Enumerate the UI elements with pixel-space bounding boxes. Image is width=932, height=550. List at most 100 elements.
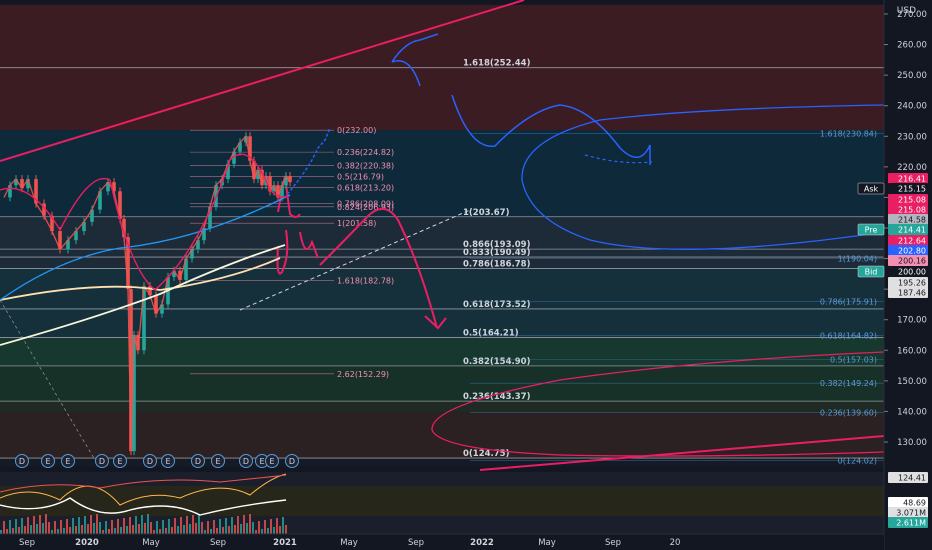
- earnings-marker[interactable]: D: [285, 454, 299, 468]
- right-fib-label: 0.618(164.82): [820, 332, 877, 341]
- indicator-badge-label: 124.41: [898, 474, 926, 483]
- price-line: [3, 134, 291, 452]
- marker-letter: D: [289, 457, 295, 466]
- volume-bar: [99, 522, 101, 534]
- inner-fib-label: 1.618(182.78): [337, 277, 394, 286]
- marker-circle: [211, 454, 225, 468]
- volume-bar: [3, 521, 5, 534]
- volume-bar: [201, 522, 203, 534]
- price-badge-label: 195.26: [898, 279, 926, 288]
- volume-bar: [138, 524, 140, 534]
- earnings-marker[interactable]: E: [41, 454, 55, 468]
- volume-bar: [21, 518, 23, 534]
- candle-body: [226, 163, 230, 180]
- indicator-badge-label: 3.071M: [896, 509, 926, 518]
- volume-bar: [204, 530, 206, 534]
- blue-forecast-curve: [451, 94, 651, 165]
- volume-bar: [192, 515, 194, 534]
- time-axis[interactable]: Sep 2020 May Sep 2021 May Sep 2022 May Sep 20: [0, 533, 884, 550]
- candle-body: [276, 185, 280, 198]
- indicator-badge: [888, 497, 928, 508]
- fib-level-label: 0.833(190.49): [463, 248, 531, 258]
- marker-letter: D: [195, 457, 201, 466]
- volume-bar: [240, 524, 242, 534]
- marker-circle: [143, 454, 157, 468]
- volume-bar: [198, 514, 200, 534]
- volume-bar: [102, 530, 104, 534]
- time-tick-label: May: [538, 538, 556, 548]
- time-tick-label: Sep: [408, 538, 424, 548]
- marker-circle: [265, 454, 279, 468]
- volume-bar: [249, 514, 251, 534]
- marker-circle: [61, 454, 75, 468]
- candle-body: [284, 176, 288, 186]
- marker-letter: D: [243, 457, 249, 466]
- price-tick-label: 220.00: [897, 163, 927, 173]
- time-tick-label: May: [340, 538, 358, 548]
- earnings-marker[interactable]: E: [61, 454, 75, 468]
- fib-level-label: 0.382(154.90): [463, 357, 531, 367]
- earnings-marker[interactable]: D: [239, 454, 253, 468]
- volume-bar: [234, 525, 236, 534]
- indicator-badge-label: 48.69: [903, 499, 926, 508]
- candle-body: [232, 151, 236, 164]
- price-badge-tag: [857, 182, 885, 195]
- marker-letter: D: [99, 457, 105, 466]
- marker-circle: [239, 454, 253, 468]
- volume-bar: [180, 517, 182, 534]
- volume-bar: [225, 518, 227, 534]
- volume-bar: [135, 516, 137, 534]
- volume-bar: [66, 519, 68, 534]
- volume-bar: [270, 519, 272, 534]
- earnings-marker[interactable]: D: [143, 454, 157, 468]
- earnings-marker[interactable]: D: [191, 454, 205, 468]
- indicator-pane: [0, 472, 884, 534]
- indicator-badge: [888, 517, 928, 528]
- price-badge-label: 200.00: [898, 268, 926, 277]
- lower-trendline: [479, 435, 885, 471]
- price-tick-label: 160.00: [897, 346, 927, 356]
- candle-body: [34, 179, 38, 204]
- earnings-marker[interactable]: E: [211, 454, 225, 468]
- volume-bar: [78, 517, 80, 534]
- indicator-band: [0, 486, 884, 516]
- volume-bar: [243, 515, 245, 534]
- volume-bar: [111, 520, 113, 534]
- volume-bar: [252, 522, 254, 534]
- candle-body: [8, 185, 12, 198]
- volume-bar: [255, 530, 257, 534]
- volume-bar: [168, 519, 170, 534]
- price-axis[interactable]: 130.00140.00150.00160.00170.00180.00190.…: [857, 0, 932, 550]
- volume-bar: [282, 517, 284, 534]
- price-tick-label: 130.00: [897, 438, 927, 448]
- volume-bar: [54, 521, 56, 534]
- zone-band: [0, 130, 884, 217]
- earnings-marker[interactable]: E: [265, 454, 279, 468]
- price-badge: [888, 235, 928, 246]
- earnings-marker[interactable]: D: [95, 454, 109, 468]
- volume-bar: [51, 530, 53, 534]
- fib-level-label: 0.786(186.78): [463, 259, 531, 269]
- candle-body: [172, 270, 176, 277]
- ma-blue-line: [0, 194, 291, 301]
- marker-letter: E: [165, 457, 170, 466]
- right-fib-label: 1.618(230.84): [820, 130, 877, 139]
- volume-bar: [81, 525, 83, 534]
- volume-bar: [0, 530, 2, 534]
- inner-fib-label: 0.236(224.82): [337, 148, 394, 157]
- volume-bar: [258, 521, 260, 534]
- volume-bar: [189, 524, 191, 534]
- candle-body: [178, 270, 182, 280]
- price-badge-label: 187.46: [898, 289, 926, 298]
- indicator-badge-label: 2.611M: [896, 519, 926, 528]
- earnings-marker[interactable]: E: [113, 454, 127, 468]
- volume-bar: [156, 521, 158, 534]
- price-tick-label: 260.00: [897, 41, 927, 51]
- volume-bar: [9, 520, 11, 534]
- earnings-marker[interactable]: D: [15, 454, 29, 468]
- earnings-marker[interactable]: E: [161, 454, 175, 468]
- volume-bar: [132, 525, 134, 534]
- volume-bar: [129, 517, 131, 534]
